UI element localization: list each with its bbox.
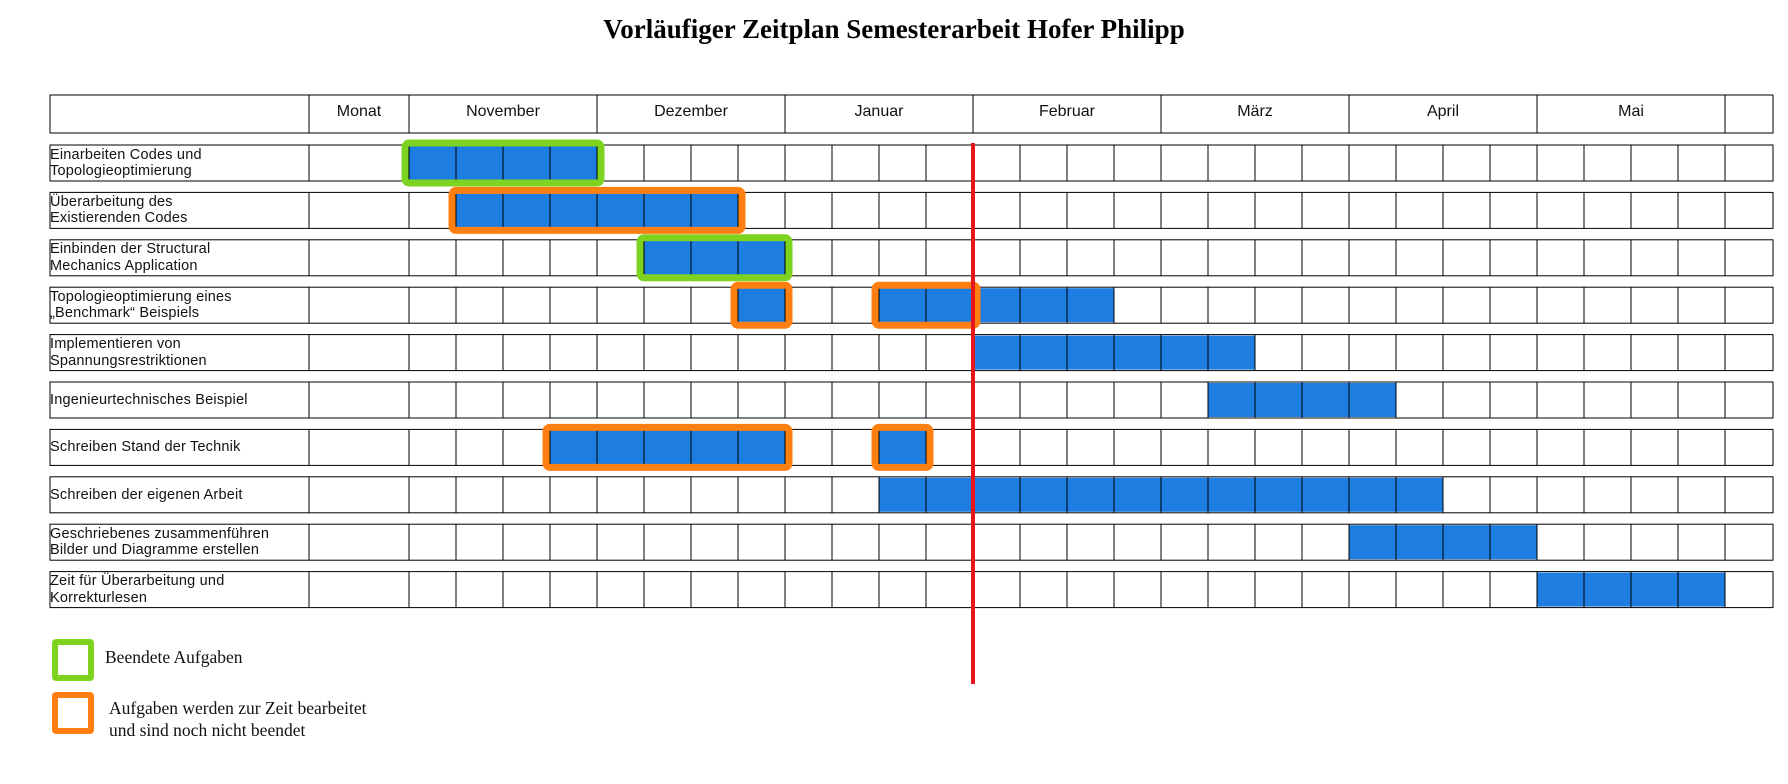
task-bar — [879, 288, 1114, 323]
legend-finished-label: Beendete Aufgaben — [105, 647, 243, 667]
task-bar — [550, 430, 785, 465]
month-label: November — [466, 103, 540, 120]
legend-in-progress-swatch — [52, 692, 94, 734]
month-label: April — [1426, 103, 1459, 120]
task-label: Einbinden der Structural Mechanics Appli… — [50, 241, 211, 274]
month-label: Januar — [854, 103, 904, 120]
month-label: Februar — [1038, 103, 1096, 120]
task-bar — [879, 430, 926, 465]
task-label: Implementieren von Spannungsrestriktione… — [50, 336, 207, 369]
header-frame — [49, 94, 1774, 134]
task-row — [49, 191, 1774, 229]
task-row — [49, 381, 1774, 419]
month-label: Mai — [1618, 103, 1644, 120]
task-status-marker-in_progress — [448, 186, 746, 234]
legend-in-progress-label: Aufgaben werden zur Zeit bearbeitet und … — [109, 698, 367, 740]
task-label: Ingenieurtechnisches Beispiel — [50, 391, 248, 408]
task-status-marker-in_progress — [542, 423, 793, 471]
month-label: Dezember — [654, 103, 728, 120]
task-label: Schreiben Stand der Technik — [50, 439, 241, 456]
task-row — [49, 523, 1774, 561]
task-row — [49, 476, 1774, 514]
chart-title: Vorläufiger Zeitplan Semesterarbeit Hofe… — [603, 14, 1185, 44]
task-row — [49, 571, 1774, 609]
task-bar — [738, 288, 785, 323]
task-bar — [644, 240, 785, 275]
task-label: Topologieoptimierung eines „Benchmark“ B… — [50, 288, 232, 322]
task-row — [49, 144, 1774, 182]
task-row — [49, 334, 1774, 372]
task-status-marker-in_progress — [871, 423, 934, 471]
task-label: Geschriebenes zusammenführen Bilder und … — [50, 525, 270, 559]
task-label: Zeit für Überarbeitung und Korrekturlese… — [50, 573, 225, 606]
task-label: Einarbeiten Codes und Topologieoptimieru… — [50, 146, 202, 180]
month-label: März — [1237, 103, 1273, 120]
task-status-marker-in_progress — [730, 281, 793, 329]
task-label: Schreiben der eigenen Arbeit — [50, 486, 243, 503]
task-status-marker-finished — [401, 139, 605, 187]
legend-finished-swatch — [52, 639, 94, 681]
task-status-marker-in_progress — [871, 281, 981, 329]
header-monat-label: Monat — [336, 103, 382, 120]
task-status-marker-finished — [636, 234, 793, 282]
task-label: Überarbeitung des Existierenden Codes — [50, 193, 188, 227]
task-row — [49, 239, 1774, 277]
